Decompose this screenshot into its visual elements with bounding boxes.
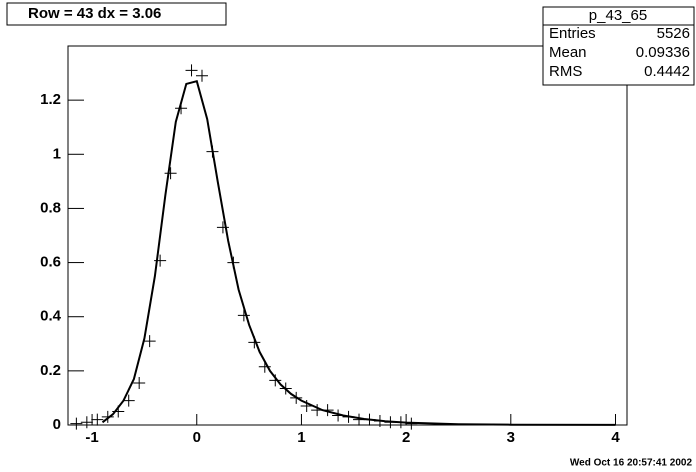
data-point [70, 417, 83, 430]
chart-title: Row = 43 dx = 3.06 [28, 5, 161, 22]
title-box [6, 2, 227, 26]
y-tick-label: 0 [53, 416, 61, 433]
data-point [91, 413, 104, 426]
x-tick-label: -1 [85, 429, 98, 446]
data-point [133, 377, 146, 390]
stats-value: 5526 [657, 25, 690, 42]
data-point [164, 167, 177, 180]
stats-label: Entries [549, 25, 596, 42]
date: Wed Oct 16 20:57:41 2002 [570, 458, 693, 469]
data-point [80, 416, 93, 429]
x-tick-label: 1 [297, 429, 305, 446]
y-tick-label: 0.6 [40, 254, 61, 271]
x-tick-label: 0 [193, 429, 201, 446]
fit-curve [101, 79, 616, 426]
y-tick-label: 0.8 [40, 199, 61, 216]
y-tick-label: 0.4 [40, 308, 62, 325]
x-tick-label: 2 [402, 429, 410, 446]
frame [67, 45, 628, 426]
data-point [122, 394, 135, 407]
y-tick-label: 1 [53, 145, 61, 162]
stats-label: RMS [549, 63, 582, 80]
data-point [195, 69, 208, 82]
y-tick-label: 1.2 [40, 91, 61, 108]
y-tick-label: 0.2 [40, 362, 61, 379]
stats-box [542, 6, 695, 86]
data-point [216, 221, 229, 234]
x-tick-label: 3 [507, 429, 515, 446]
stats-title: p_43_65 [589, 7, 647, 24]
x-tick-label: 4 [611, 429, 620, 446]
data-point [237, 309, 250, 322]
data-point [101, 410, 114, 423]
data-point [185, 64, 198, 77]
data-point [143, 335, 156, 348]
stats-label: Mean [549, 44, 587, 61]
stats-value: 0.09336 [636, 44, 690, 61]
stats-value: 0.4442 [644, 63, 690, 80]
